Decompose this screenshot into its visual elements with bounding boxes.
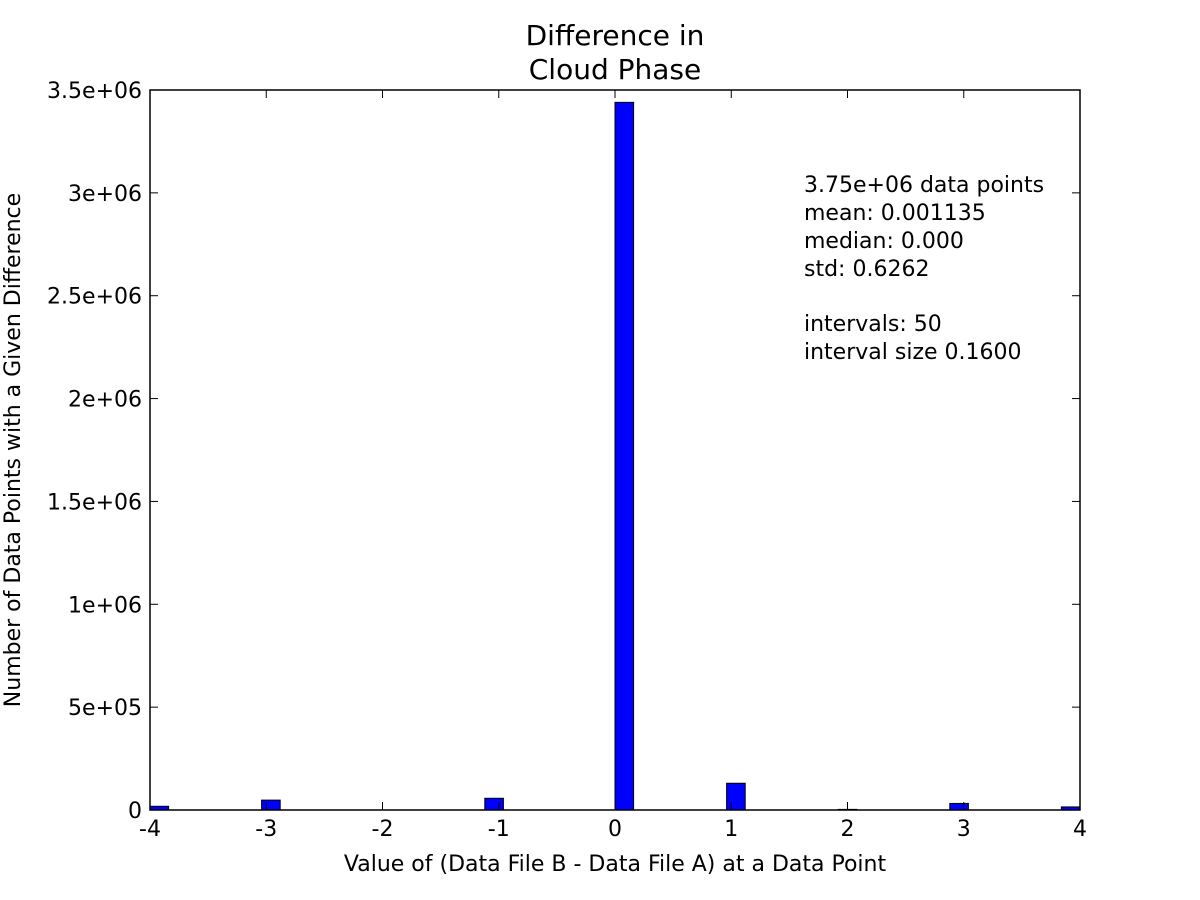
y-axis-label: Number of Data Points with a Given Diffe… — [1, 193, 26, 707]
histogram-bar — [484, 797, 504, 811]
x-tick-label: 1 — [724, 817, 738, 842]
histogram-bar — [949, 802, 969, 811]
x-tick-label: -2 — [372, 817, 394, 842]
y-tick-label: 3.5e+06 — [47, 79, 142, 104]
y-tick-label: 5e+05 — [68, 696, 142, 721]
stats-median: median: 0.000 — [804, 229, 964, 254]
stats-std: std: 0.6262 — [804, 257, 929, 282]
plot-frame — [149, 89, 1081, 811]
x-tick-label: 2 — [841, 817, 855, 842]
x-tick-label: -1 — [488, 817, 510, 842]
chart-title-line-1: Difference in — [526, 19, 705, 52]
stats-mean: mean: 0.001135 — [804, 201, 986, 226]
stats-interval-size: interval size 0.1600 — [804, 340, 1022, 365]
chart-title-line-2: Cloud Phase — [529, 53, 701, 86]
y-tick-label: 1e+06 — [68, 593, 142, 618]
tick-labels-layer: -4 -3 -2 -1 0 1 2 3 4 0 5e+05 1e+06 1.5e+06 2e+06 2.5e… — [47, 79, 1087, 842]
histogram-bar — [726, 782, 746, 811]
x-tick-label: -3 — [255, 817, 277, 842]
x-tick-label: -4 — [139, 817, 161, 842]
histogram-bar — [614, 101, 635, 811]
histogram-bar — [261, 799, 281, 811]
stats-annotation: 3.75e+06 data points mean: 0.001135 medi… — [804, 173, 1044, 365]
stats-intervals: intervals: 50 — [804, 312, 942, 337]
x-axis-label: Value of (Data File B - Data File A) at … — [344, 852, 887, 877]
y-tick-label: 2e+06 — [68, 388, 142, 413]
x-tick-label: 0 — [608, 817, 622, 842]
stats-data-points: 3.75e+06 data points — [804, 173, 1044, 198]
y-tick-label: 0 — [128, 799, 142, 824]
y-tick-label: 2.5e+06 — [47, 285, 142, 310]
x-tick-label: 3 — [957, 817, 971, 842]
y-tick-label: 1.5e+06 — [47, 490, 142, 515]
x-tick-label: 4 — [1073, 817, 1087, 842]
y-tick-label: 3e+06 — [68, 182, 142, 207]
